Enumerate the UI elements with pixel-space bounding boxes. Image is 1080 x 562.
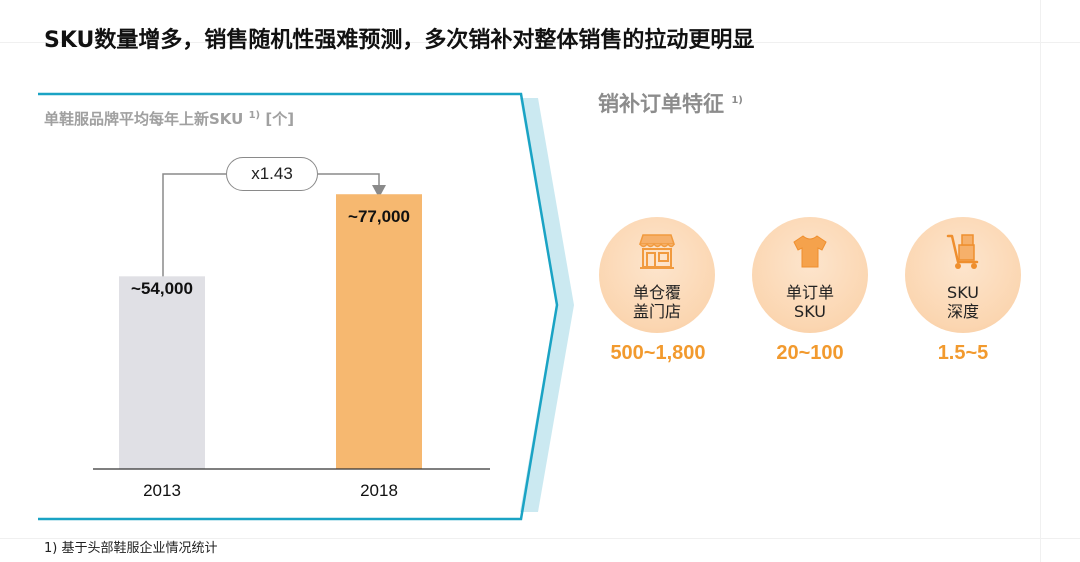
order-features-footnote-marker: 1) [731,95,743,106]
bar-2018 [336,194,422,470]
chevron-outline [38,92,559,521]
connector-line-left [162,173,226,300]
x-tick-label: 2018 [360,481,398,500]
feature-label-line: SKU [947,283,979,302]
chart-subtitle-footnote-marker: 1) [248,110,261,121]
order-features-title-text: 销补订单特征 [598,92,724,116]
storefront-icon [637,231,677,271]
background-gridline [0,42,1080,43]
chart-subtitle: 单鞋服品牌平均每年上新SKU 1) [个] [44,108,294,129]
chart-subtitle-text: 单鞋服品牌平均每年上新SKU [44,110,244,128]
footnote: 1) 基于头部鞋服企业情况统计 [44,541,218,556]
hand-truck-icon [943,231,983,271]
feature-label-line: 单订单 [785,283,834,302]
feature-value: 20~100 [776,342,844,364]
feature-label-line: 盖门店 [632,302,681,321]
feature-circle-sku-depth: SKU 深度 [905,217,1021,333]
connector-line-right [318,173,380,186]
feature-circle-order-sku: 单订单 SKU [752,217,868,333]
arrow-down-icon [372,185,386,198]
feature-value: 500~1,800 [610,342,706,364]
growth-multiplier-badge: x1.43 [226,157,318,191]
tshirt-icon [790,231,830,271]
feature-label-line: 深度 [946,302,979,321]
feature-value: 1.5~5 [937,342,989,364]
page-title: SKU数量增多，销售随机性强难预测，多次销补对整体销售的拉动更明显 [44,28,755,53]
feature-label: SKU 深度 [905,283,1021,321]
chart-subtitle-unit: [个] [265,110,295,128]
growth-multiplier-label: x1.43 [251,164,293,183]
chevron-shadow [520,98,574,512]
feature-label: 单仓覆 盖门店 [599,283,715,321]
feature-circle-store-coverage: 单仓覆 盖门店 [599,217,715,333]
order-features-title: 销补订单特征 1) [598,88,743,118]
bar-value-label: ~54,000 [131,279,193,298]
feature-label-line: SKU [794,302,826,321]
background-gridline [0,538,1080,539]
bar-2013 [119,276,205,469]
feature-label: 单订单 SKU [752,283,868,321]
bar-value-label: ~77,000 [348,207,410,226]
background-gridline [1040,0,1041,562]
feature-label-line: 单仓覆 [632,283,681,302]
x-tick-label: 2013 [143,481,181,500]
